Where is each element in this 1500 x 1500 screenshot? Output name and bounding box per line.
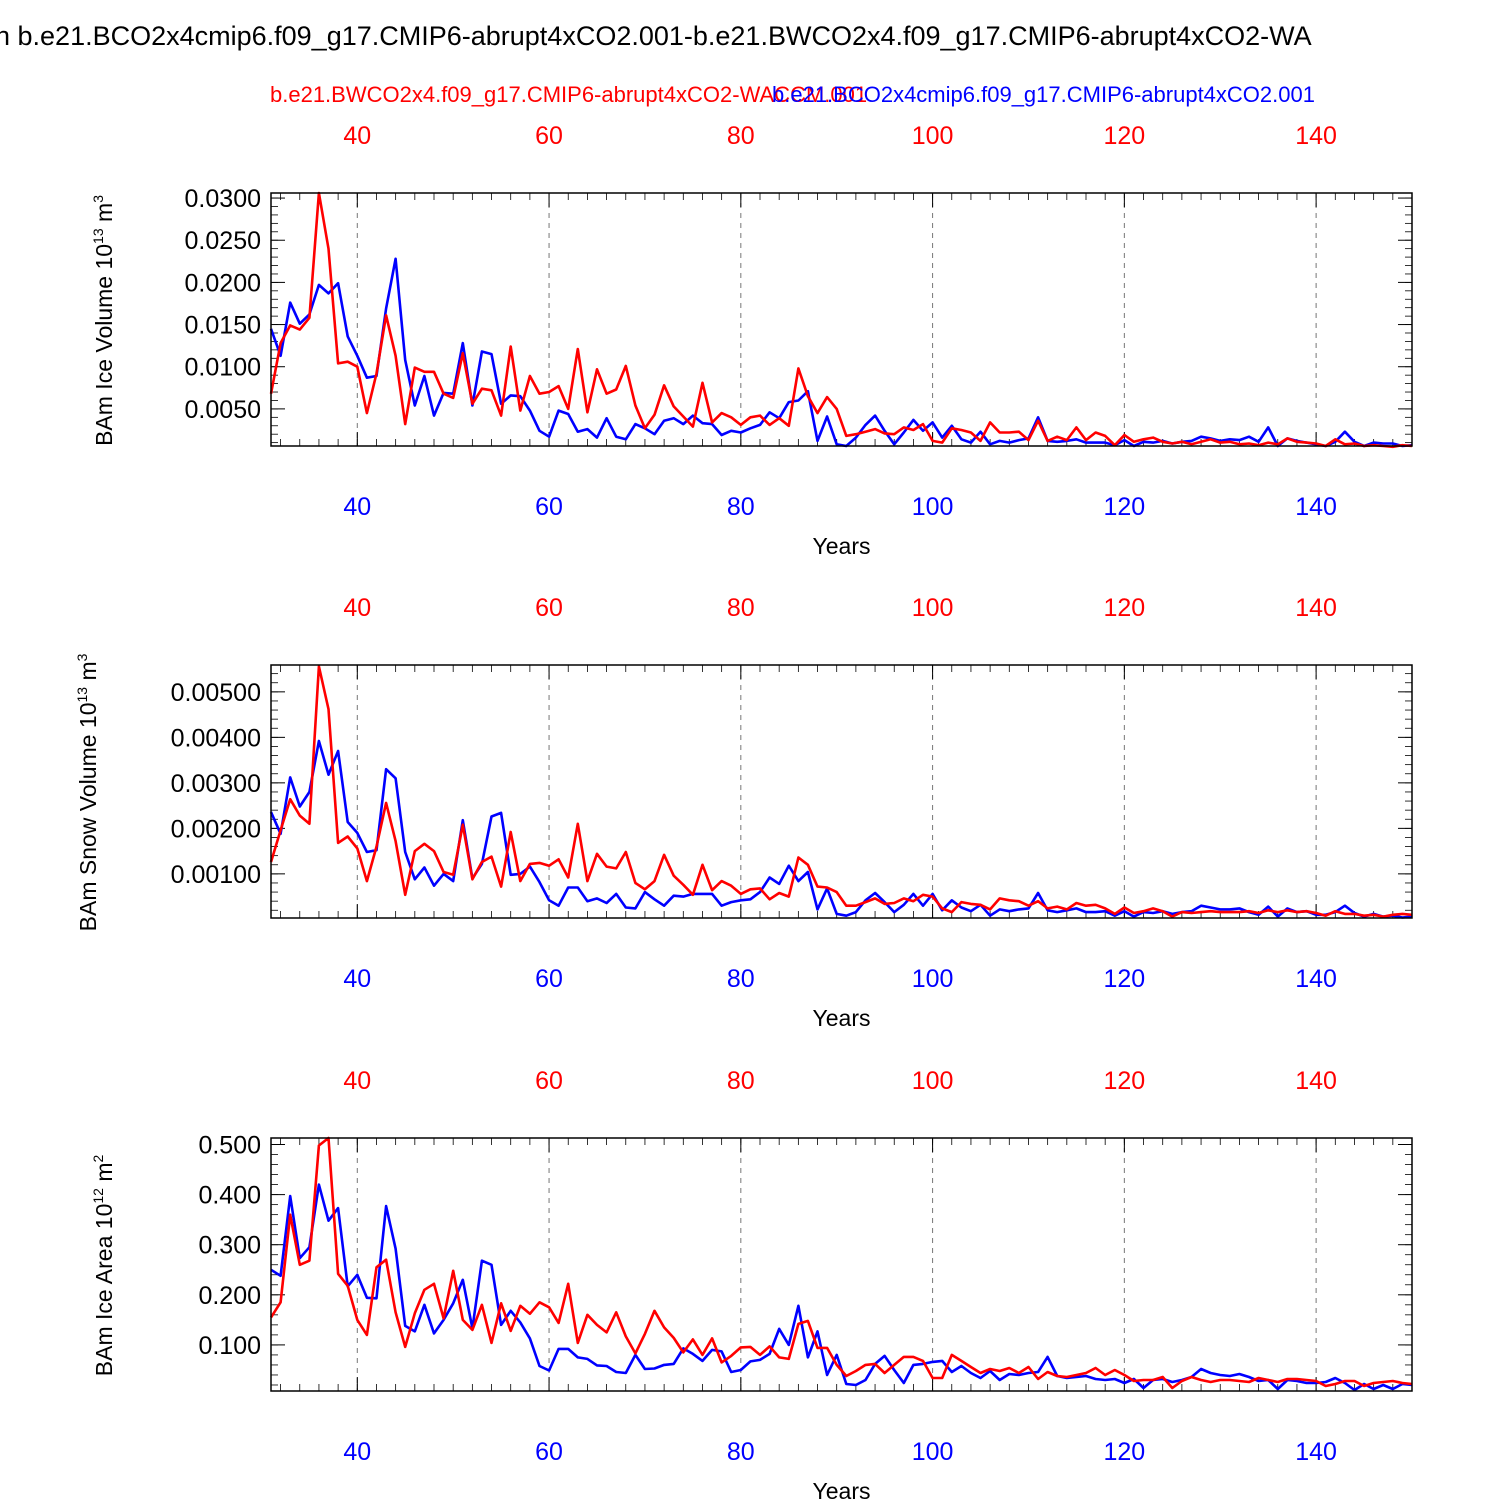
- x-tick-label-top: 140: [1295, 122, 1337, 150]
- y-tick-label: 0.0150: [185, 312, 261, 340]
- x-tick-label-bottom: 100: [912, 965, 954, 993]
- series-line-blue: [269, 739, 1413, 919]
- y-tick-label: 0.500: [198, 1132, 261, 1160]
- y-axis-label: BAm Ice Area 1012 m2: [90, 1153, 117, 1376]
- series-line-blue: [270, 1183, 1413, 1392]
- x-tick-label-top: 60: [535, 122, 563, 150]
- x-tick-label-top: 120: [1103, 1067, 1145, 1095]
- x-tick-label-top: 60: [535, 1067, 563, 1095]
- y-tick-label: 0.200: [198, 1282, 261, 1310]
- y-axis-label-part: BAm Snow Volume 10: [75, 703, 101, 932]
- plot-frame: [270, 192, 1413, 447]
- plot-frame: [270, 1137, 1413, 1392]
- x-tick-label-bottom: 80: [727, 1438, 755, 1466]
- x-tick-label-top: 60: [535, 594, 563, 622]
- x-tick-label-bottom: 80: [727, 965, 755, 993]
- x-tick-label-top: 40: [343, 122, 371, 150]
- series-line-blue: [269, 257, 1413, 448]
- y-axis-label-part: 3: [90, 195, 106, 203]
- y-axis-label-part: 12: [90, 1188, 106, 1204]
- x-axis-label: Years: [813, 1005, 871, 1031]
- y-tick-label: 0.300: [198, 1232, 261, 1260]
- x-tick-label-top: 120: [1103, 594, 1145, 622]
- x-tick-label-top: 120: [1103, 122, 1145, 150]
- x-tick-label-top: 80: [727, 122, 755, 150]
- x-axis-label: Years: [813, 533, 871, 559]
- x-tick-label-top: 40: [343, 1067, 371, 1095]
- y-axis-label-part: 13: [90, 228, 106, 244]
- y-axis-label-part: [91, 1153, 117, 1155]
- x-tick-label-bottom: 60: [535, 1438, 563, 1466]
- y-tick-label: 0.00200: [171, 815, 261, 843]
- x-tick-label-bottom: 40: [343, 965, 371, 993]
- legend-red-label: b.e21.BWCO2x4.f09_g17.CMIP6-abrupt4xCO2-…: [270, 82, 867, 107]
- x-tick-label-bottom: 140: [1295, 1438, 1337, 1466]
- y-tick-label: 0.0100: [185, 354, 261, 382]
- series-line-red: [269, 191, 1413, 449]
- x-tick-label-top: 40: [343, 594, 371, 622]
- x-tick-label-bottom: 60: [535, 493, 563, 521]
- y-axis-label-part: [75, 652, 101, 654]
- x-tick-label-bottom: 40: [343, 493, 371, 521]
- x-tick-label-top: 140: [1295, 1067, 1337, 1095]
- y-axis-label-part: 13: [74, 687, 90, 703]
- legend-blue-label: b.e21.BCO2x4cmip6.f09_g17.CMIP6-abrupt4x…: [772, 82, 1315, 107]
- x-tick-label-bottom: 60: [535, 965, 563, 993]
- figure-title: n b.e21.BCO2x4cmip6.f09_g17.CMIP6-abrupt…: [0, 21, 1312, 51]
- chart-panel-2: 0.00100 0.00200 0.00300 0.00400 0.00500 40 40 6…: [74, 594, 1413, 1031]
- y-axis-label-part: BAm Ice Area 10: [91, 1204, 117, 1377]
- x-tick-label-bottom: 100: [912, 493, 954, 521]
- x-tick-label-bottom: 40: [343, 1438, 371, 1466]
- x-tick-label-top: 80: [727, 1067, 755, 1095]
- x-tick-label-bottom: 80: [727, 493, 755, 521]
- y-axis-label-part: [91, 193, 117, 195]
- x-tick-label-bottom: 120: [1103, 1438, 1145, 1466]
- y-tick-label: 0.0050: [185, 396, 261, 424]
- x-axis-label: Years: [813, 1478, 871, 1500]
- x-tick-label-top: 100: [912, 1067, 954, 1095]
- y-axis-label-part: m: [75, 661, 101, 687]
- x-tick-label-bottom: 120: [1103, 493, 1145, 521]
- chart-panel-1: 0.0050 0.0100 0.0150 0.0200 0.0250 0.0300 40 40…: [90, 122, 1413, 559]
- y-tick-label: 0.00300: [171, 770, 261, 798]
- x-tick-label-bottom: 100: [912, 1438, 954, 1466]
- y-tick-label: 0.0250: [185, 227, 261, 255]
- y-tick-label: 0.00100: [171, 861, 261, 889]
- series-line-red: [269, 665, 1413, 918]
- y-tick-label: 0.100: [198, 1332, 261, 1360]
- x-tick-label-bottom: 120: [1103, 965, 1145, 993]
- chart-panel-3: 0.100 0.200 0.300 0.400 0.500 40 40 60 60 80 80 100…: [90, 1067, 1413, 1500]
- y-tick-label: 0.0200: [185, 269, 261, 297]
- x-tick-label-top: 100: [912, 122, 954, 150]
- y-tick-label: 0.0300: [185, 185, 261, 213]
- y-tick-label: 0.00500: [171, 679, 261, 707]
- y-axis-label-part: 2: [90, 1154, 106, 1162]
- y-axis-label: BAm Ice Volume 1013 m3: [90, 193, 117, 446]
- x-tick-label-top: 140: [1295, 594, 1337, 622]
- x-tick-label-top: 100: [912, 594, 954, 622]
- y-tick-label: 0.400: [198, 1182, 261, 1210]
- y-axis-label-part: BAm Ice Volume 10: [91, 244, 117, 446]
- x-tick-label-bottom: 140: [1295, 493, 1337, 521]
- y-axis-label: BAm Snow Volume 1013 m3: [74, 652, 101, 932]
- y-axis-label-part: 3: [74, 653, 90, 661]
- x-tick-label-bottom: 140: [1295, 965, 1337, 993]
- plot-frame: [270, 664, 1413, 919]
- series-line-red: [269, 1136, 1413, 1390]
- y-tick-label: 0.00400: [171, 724, 261, 752]
- y-axis-label-part: m: [91, 203, 117, 229]
- x-tick-label-top: 80: [727, 594, 755, 622]
- y-axis-label-part: m: [91, 1162, 117, 1188]
